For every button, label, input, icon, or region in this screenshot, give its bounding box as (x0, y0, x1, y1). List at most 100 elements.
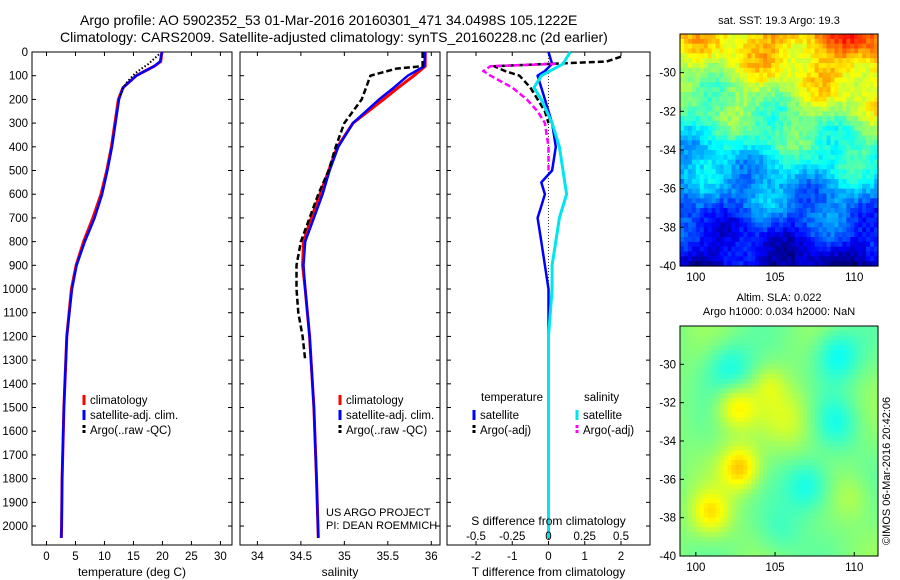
heatmap-cell (691, 512, 697, 519)
heatmap-cell (771, 212, 776, 219)
heatmap-cell (810, 121, 816, 127)
heatmap-cell (759, 77, 764, 83)
heatmap-cell (703, 198, 709, 204)
heatmap-cell (842, 402, 847, 409)
heatmap-cell (691, 159, 697, 166)
heatmap-cell (846, 87, 851, 93)
heatmap-cell (834, 179, 839, 185)
heatmap-cell (779, 421, 784, 428)
heatmap-cell (834, 484, 839, 490)
heatmap-cell (687, 140, 693, 146)
heatmap-cell (715, 335, 721, 341)
heatmap-cell (874, 512, 879, 519)
heatmap-cell (838, 493, 843, 500)
heatmap-cell (699, 169, 705, 175)
heatmap-cell (703, 67, 709, 74)
heatmap-cell (715, 397, 721, 404)
heatmap-cell (822, 441, 828, 447)
heatmap-cell (703, 450, 709, 456)
heatmap-cell (755, 455, 760, 461)
heatmap-cell (786, 232, 792, 238)
heatmap-cell (838, 212, 843, 219)
heatmap-cell (743, 546, 748, 552)
heatmap-cell (767, 169, 772, 175)
heatmap-cell (850, 72, 855, 79)
heatmap-cell (782, 130, 788, 137)
heatmap-cell (814, 241, 820, 248)
heatmap-cell (723, 48, 729, 54)
heatmap-cell (699, 460, 705, 466)
heatmap-cell (711, 340, 717, 346)
heatmap-cell (810, 469, 816, 476)
heatmap-cell (862, 378, 867, 385)
heatmap-cell (842, 77, 847, 83)
heatmap-cell (703, 345, 709, 351)
heatmap-cell (731, 345, 737, 351)
heatmap-cell (747, 145, 752, 151)
heatmap-cell (854, 121, 859, 127)
difference-xtick-label: -2 (471, 551, 481, 563)
heatmap-cell (723, 522, 729, 528)
heatmap-cell (763, 479, 768, 485)
heatmap-cell (866, 246, 871, 253)
heatmap-cell (874, 445, 879, 452)
heatmap-cell (763, 441, 768, 447)
heatmap-cell (830, 193, 836, 199)
heatmap-cell (822, 417, 828, 423)
heatmap-cell (771, 541, 776, 548)
heatmap-cell (743, 397, 748, 404)
heatmap-cell (699, 53, 705, 59)
heatmap-cell (775, 246, 780, 253)
heatmap-cell (870, 508, 875, 514)
heatmap-cell (727, 256, 733, 262)
heatmap-cell (763, 251, 768, 257)
heatmap-cell (751, 261, 756, 267)
heatmap-cell (727, 498, 733, 504)
heatmap-cell (794, 359, 800, 365)
heatmap-cell (695, 354, 701, 361)
heatmap-cell (842, 369, 847, 375)
heatmap-cell (779, 412, 784, 418)
heatmap-cell (818, 340, 824, 346)
heatmap-cell (683, 43, 689, 50)
salinity-climatology-line (301, 52, 427, 538)
heatmap-cell (711, 426, 717, 433)
heatmap-cell (786, 159, 792, 166)
heatmap-cell (767, 121, 772, 127)
heatmap-cell (767, 193, 772, 199)
heatmap-cell (703, 96, 709, 103)
heatmap-cell (680, 441, 685, 447)
heatmap-cell (727, 145, 733, 151)
heatmap-cell (782, 378, 788, 385)
heatmap-cell (715, 393, 721, 399)
heatmap-cell (743, 522, 748, 528)
heatmap-cell (683, 246, 689, 253)
heatmap-cell (850, 188, 855, 195)
heatmap-cell (782, 455, 788, 461)
heatmap-cell (763, 145, 768, 151)
heatmap-cell (723, 116, 729, 122)
heatmap-cell (719, 469, 725, 476)
heatmap-cell (759, 522, 764, 528)
heatmap-cell (723, 488, 729, 495)
heatmap-cell (858, 48, 863, 54)
heatmap-cell (739, 87, 744, 93)
heatmap-cell (834, 460, 839, 466)
heatmap-cell (834, 193, 839, 199)
heatmap-cell (810, 43, 816, 50)
heatmap-cell (858, 121, 863, 127)
heatmap-cell (866, 378, 871, 385)
heatmap-cell (775, 407, 780, 413)
heatmap-cell (739, 445, 744, 452)
heatmap-cell (751, 445, 756, 452)
heatmap-cell (719, 455, 725, 461)
heatmap-cell (715, 87, 721, 93)
heatmap-cell (731, 431, 737, 437)
heatmap-cell (782, 340, 788, 346)
heatmap-cell (680, 450, 685, 456)
heatmap-cell (822, 397, 828, 404)
heatmap-cell (719, 326, 725, 332)
heatmap-cell (683, 330, 689, 337)
heatmap-cell (822, 203, 828, 209)
heatmap-cell (822, 261, 828, 267)
